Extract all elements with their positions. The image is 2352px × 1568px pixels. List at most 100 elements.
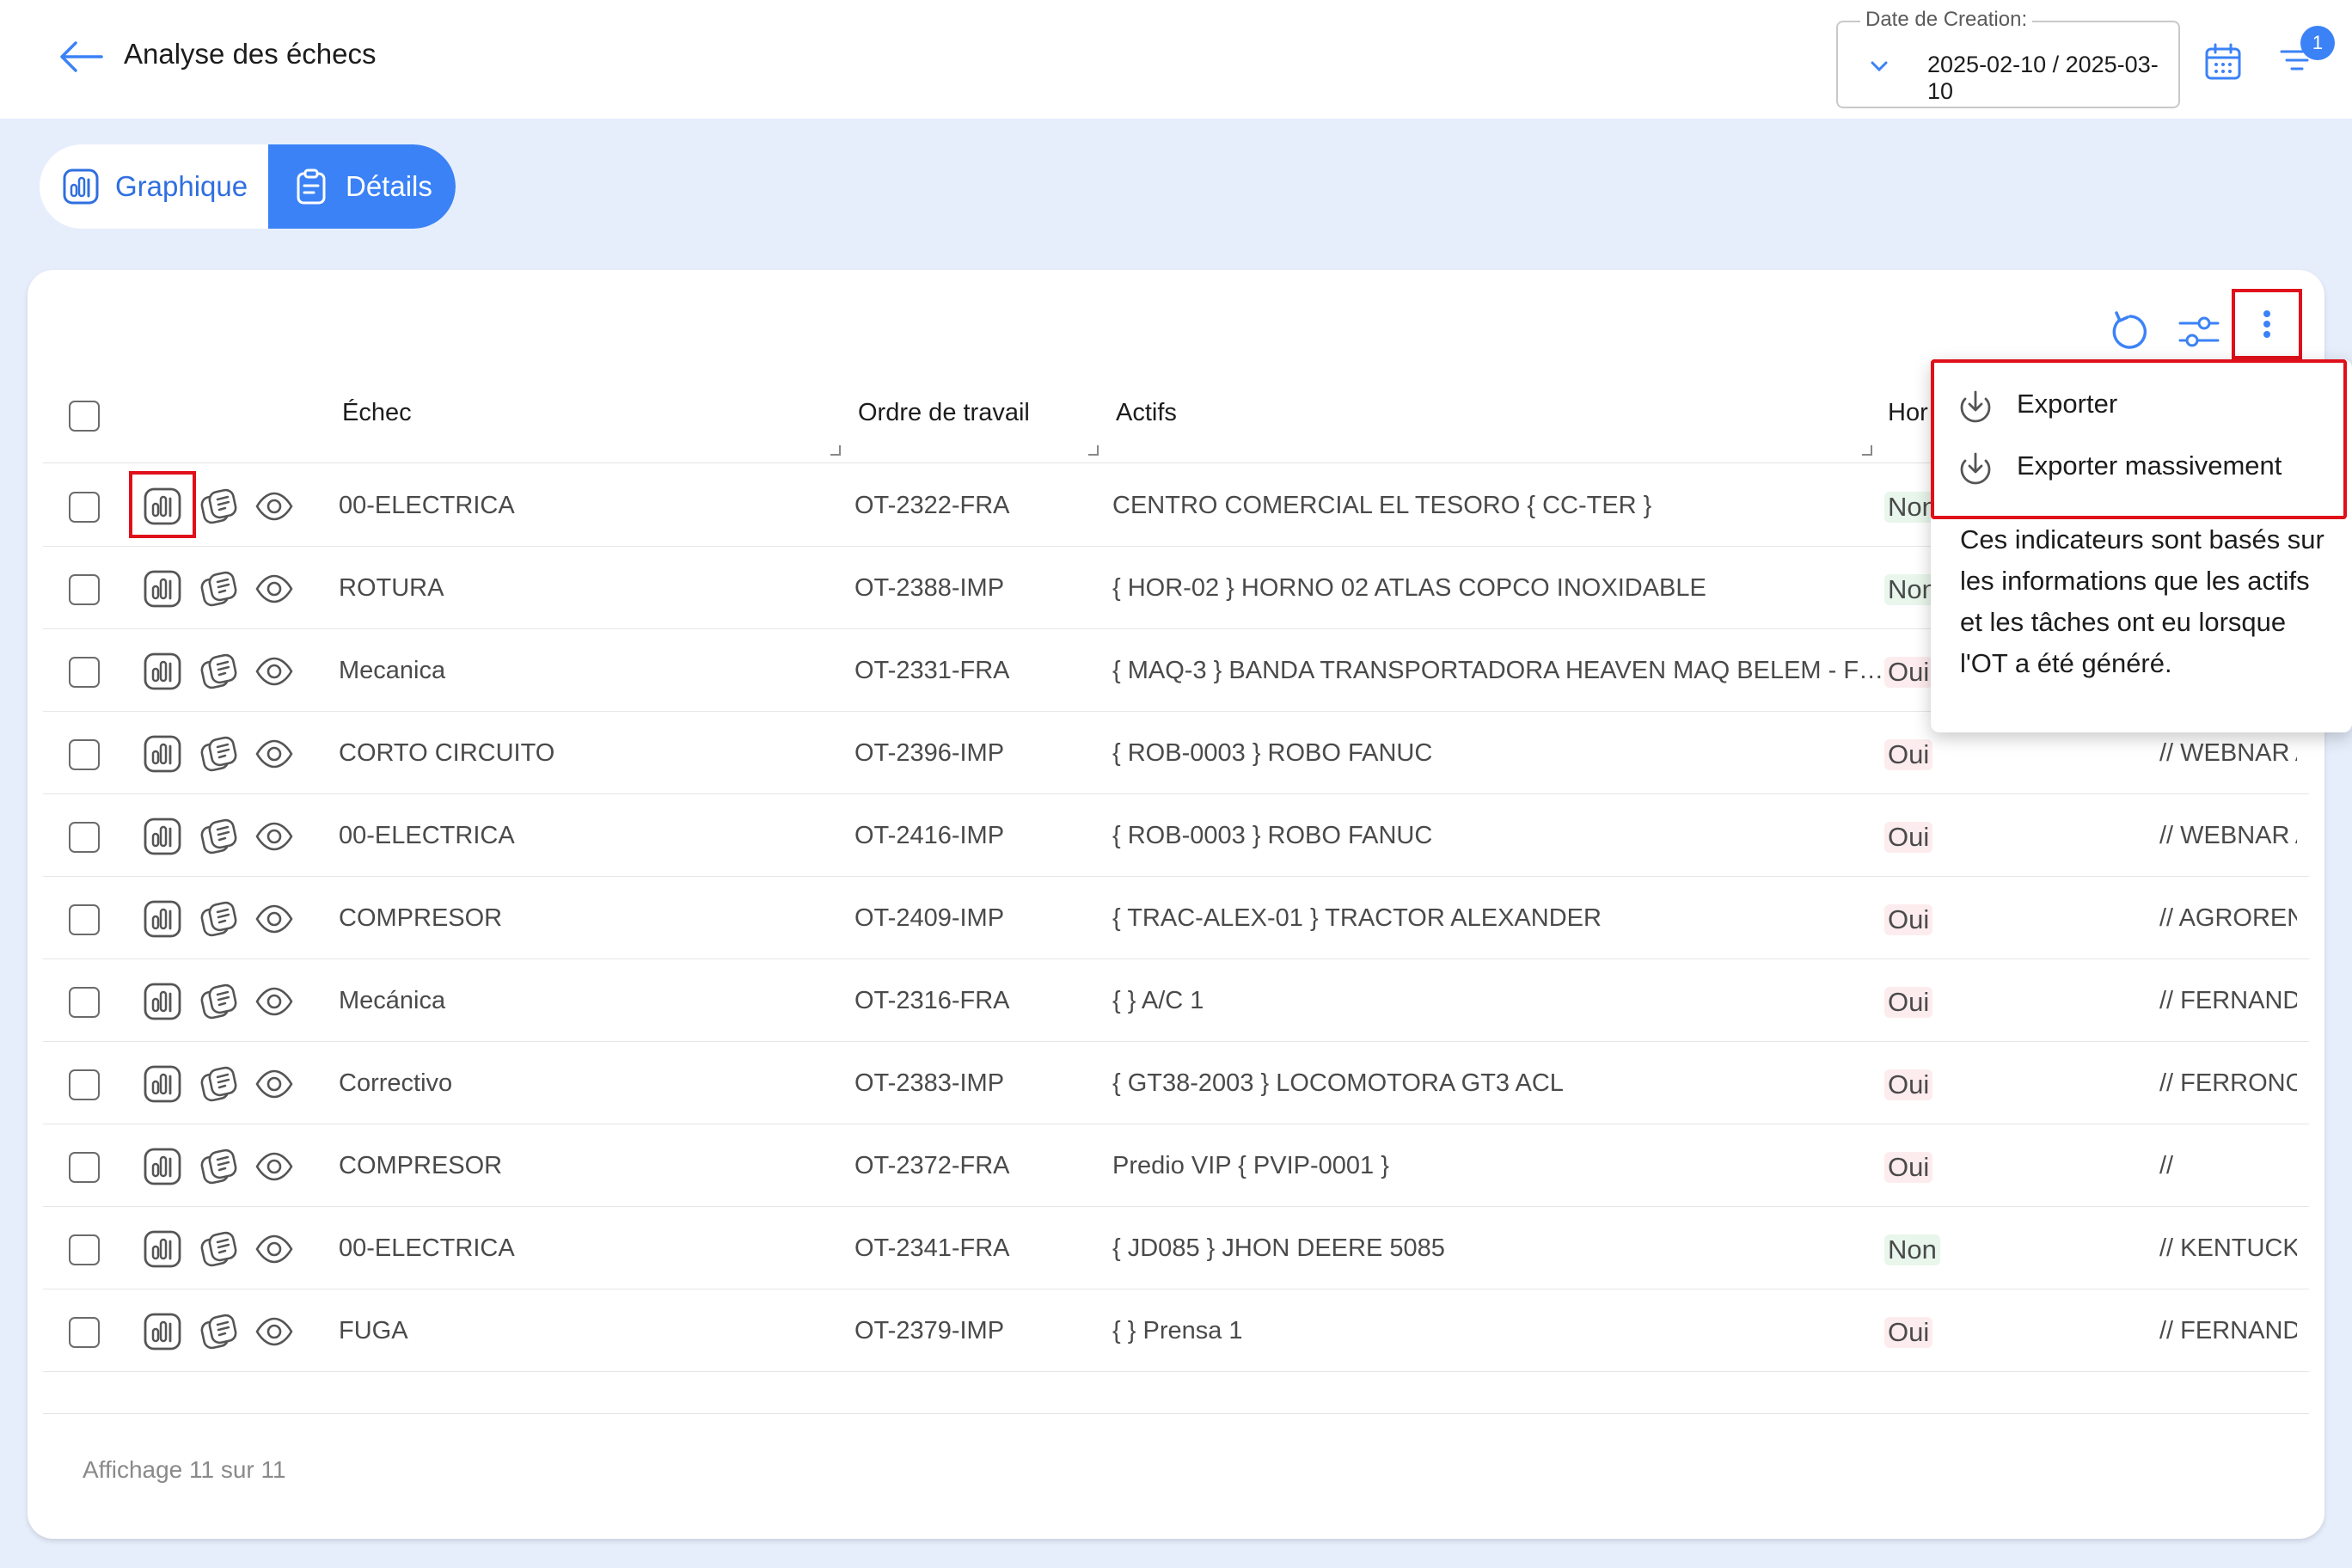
tab-graphique[interactable]: Graphique [40, 144, 268, 229]
view-toggle: Graphique Détails [40, 144, 456, 229]
table-row[interactable]: COMPRESOR OT-2372-FRA Predio VIP { PVIP-00… [28, 1124, 2324, 1207]
highlight-box [129, 471, 196, 538]
notes-icon[interactable] [199, 982, 239, 1021]
notes-icon[interactable] [199, 734, 239, 774]
cell-work-order[interactable]: OT-2383-IMP [854, 1069, 1005, 1097]
col-header-ordre[interactable]: Ordre de travail [858, 399, 1030, 426]
column-settings-icon[interactable] [2175, 308, 2223, 356]
row-checkbox[interactable] [69, 1152, 100, 1183]
table-row[interactable]: COMPRESOR OT-2409-IMP { TRAC-ALEX-01 } TRA… [28, 877, 2324, 959]
bar-chart-icon[interactable] [143, 1312, 182, 1351]
notes-icon[interactable] [199, 1312, 239, 1351]
cell-work-order[interactable]: OT-2379-IMP [854, 1317, 1005, 1344]
cell-work-order[interactable]: OT-2331-FRA [854, 657, 1010, 684]
bar-chart-icon[interactable] [143, 734, 182, 774]
download-icon [1960, 390, 1991, 423]
column-resize-handle[interactable] [830, 445, 841, 456]
bar-chart-icon[interactable] [143, 982, 182, 1021]
bar-chart-icon[interactable] [143, 899, 182, 939]
notes-icon[interactable] [199, 487, 239, 526]
more-options-button[interactable] [2232, 289, 2302, 359]
cell-failure: 00-ELECTRICA [339, 1234, 515, 1262]
row-checkbox[interactable] [69, 987, 100, 1018]
bar-chart-icon[interactable] [143, 1147, 182, 1186]
calendar-icon[interactable] [2202, 41, 2244, 83]
notes-icon[interactable] [199, 1064, 239, 1104]
eye-icon[interactable] [254, 487, 294, 526]
eye-icon[interactable] [254, 1064, 294, 1104]
row-divider [43, 1206, 2309, 1207]
table-row[interactable]: Mecánica OT-2316-FRA { } A/C 1 Oui // FERNAN… [28, 959, 2324, 1042]
cell-failure: CORTO CIRCUITO [339, 739, 555, 767]
cell-work-order[interactable]: OT-2388-IMP [854, 574, 1005, 602]
row-checkbox[interactable] [69, 822, 100, 853]
eye-icon[interactable] [254, 817, 294, 856]
bar-chart-icon[interactable] [143, 1229, 182, 1269]
date-range-field[interactable]: Date de Creation: 2025-02-10 / 2025-03-1… [1836, 8, 2241, 108]
menu-item-exporter-massivement[interactable]: Exporter massivement [1957, 440, 2282, 492]
table-row[interactable]: 00-ELECTRICA OT-2341-FRA { JD085 } JHON DE… [28, 1207, 2324, 1289]
cell-work-order[interactable]: OT-2322-FRA [854, 492, 1010, 519]
cell-work-order[interactable]: OT-2316-FRA [854, 987, 1010, 1014]
notes-icon[interactable] [199, 899, 239, 939]
col-header-echec[interactable]: Échec [342, 399, 412, 426]
menu-item-exporter[interactable]: Exporter [1957, 378, 2117, 430]
notes-icon[interactable] [199, 1229, 239, 1269]
row-checkbox[interactable] [69, 1234, 100, 1265]
cell-work-order[interactable]: OT-2416-IMP [854, 822, 1005, 849]
eye-icon[interactable] [254, 1229, 294, 1269]
row-checkbox[interactable] [69, 1317, 100, 1348]
bar-chart-icon[interactable] [143, 1064, 182, 1104]
cell-work-order[interactable]: OT-2372-FRA [854, 1152, 1010, 1179]
table-row[interactable]: FUGA OT-2379-IMP { } Prensa 1 Oui // FERNAND… [28, 1289, 2324, 1372]
bar-chart-icon[interactable] [143, 569, 182, 609]
select-all-checkbox[interactable] [69, 401, 100, 432]
bar-chart-icon[interactable] [143, 487, 182, 526]
notes-icon[interactable] [199, 652, 239, 691]
table-row[interactable]: Correctivo OT-2383-IMP { GT38-2003 } LOCOM… [28, 1042, 2324, 1124]
top-header: Analyse des échecs Date de Creation: 202… [0, 0, 2352, 119]
cell-work-order[interactable]: OT-2409-IMP [854, 904, 1005, 932]
header-divider [43, 462, 2309, 463]
col-header-actifs[interactable]: Actifs [1116, 399, 1177, 426]
column-resize-handle[interactable] [1862, 445, 1872, 456]
table-row[interactable]: Mecanica OT-2331-FRA { MAQ-3 } BANDA TRANS… [28, 629, 2324, 712]
eye-icon[interactable] [254, 1312, 294, 1351]
status-badge: Oui [1884, 1069, 1933, 1100]
bar-chart-icon[interactable] [143, 817, 182, 856]
row-checkbox[interactable] [69, 657, 100, 688]
eye-icon[interactable] [254, 982, 294, 1021]
eye-icon[interactable] [254, 569, 294, 609]
notes-icon[interactable] [199, 817, 239, 856]
cell-asset: { TRAC-ALEX-01 } TRACTOR ALEXANDER [1112, 904, 1602, 932]
eye-icon[interactable] [254, 899, 294, 939]
notes-icon[interactable] [199, 1147, 239, 1186]
eye-icon[interactable] [254, 734, 294, 774]
bar-chart-icon[interactable] [143, 652, 182, 691]
cell-asset: { } A/C 1 [1112, 987, 1204, 1014]
cell-asset: CENTRO COMERCIAL EL TESORO { CC-TER } [1112, 492, 1652, 519]
refresh-icon[interactable] [2106, 308, 2154, 356]
row-checkbox[interactable] [69, 739, 100, 770]
back-arrow-icon[interactable] [57, 38, 105, 76]
eye-icon[interactable] [254, 652, 294, 691]
cell-failure: FUGA [339, 1317, 408, 1344]
column-resize-handle[interactable] [1088, 445, 1099, 456]
eye-icon[interactable] [254, 1147, 294, 1186]
cell-failure: 00-ELECTRICA [339, 822, 515, 849]
table-row[interactable]: 00-ELECTRICA OT-2416-IMP { ROB-0003 } ROBO… [28, 794, 2324, 877]
table-row[interactable]: CORTO CIRCUITO OT-2396-IMP { ROB-0003 } RO… [28, 712, 2324, 794]
row-checkbox[interactable] [69, 1069, 100, 1100]
notes-icon[interactable] [199, 569, 239, 609]
row-checkbox[interactable] [69, 492, 100, 523]
row-divider [43, 1041, 2309, 1042]
cell-work-order[interactable]: OT-2396-IMP [854, 739, 1005, 767]
table-row[interactable]: 00-ELECTRICA OT-2322-FRA CENTRO COMERCIAL … [28, 464, 2324, 547]
cell-extra: // WEBNAR A [2159, 739, 2297, 767]
tab-details[interactable]: Détails [268, 144, 456, 229]
chevron-down-icon[interactable] [1867, 57, 1891, 76]
cell-work-order[interactable]: OT-2341-FRA [854, 1234, 1010, 1262]
col-header-hor[interactable]: Hor [1888, 399, 1928, 426]
row-checkbox[interactable] [69, 574, 100, 605]
row-checkbox[interactable] [69, 904, 100, 935]
